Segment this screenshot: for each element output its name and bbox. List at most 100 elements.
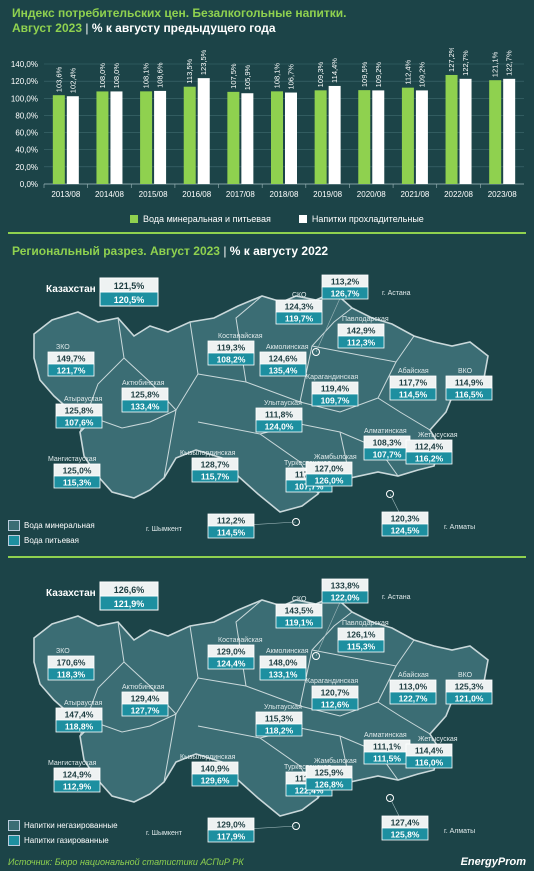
map2-legend-item-1: Напитки негазированные [8, 820, 118, 831]
map2-legend-label-2: Напитки газированные [24, 836, 109, 845]
bar-mineral [227, 91, 240, 184]
region-value-1: 112,4% [415, 442, 444, 452]
region-name: Алматинская [364, 428, 407, 435]
section-divider [8, 232, 526, 234]
region-value-2: 115,3% [347, 642, 376, 652]
region-value-1: 129,4% [131, 694, 160, 704]
region-value-1: 126,1% [347, 630, 376, 640]
region-value-1: 113,2% [331, 277, 360, 287]
kazakhstan-value-1: 126,6% [114, 585, 145, 595]
region-value-2: 125,8% [391, 830, 420, 840]
y-tick-label: 120,0% [11, 77, 38, 86]
x-tick-label: 2019/08 [313, 190, 342, 199]
footer: Источник: Бюро национальной статистики А… [8, 857, 526, 867]
region-value-2: 127,7% [131, 706, 160, 716]
data-label: 121,1% [491, 51, 500, 77]
region-name: Карагандинская [306, 678, 358, 685]
region-border [377, 397, 431, 431]
data-label: 107,5% [229, 63, 238, 89]
region-name: Актюбинская [122, 379, 165, 387]
x-tick-label: 2015/08 [139, 190, 168, 199]
map1-legend-swatch-1 [8, 520, 20, 531]
region-value-1: 149,7% [57, 354, 86, 364]
page-title: Индекс потребительских цен. Безалкогольн… [12, 6, 347, 20]
region-name: г. Шымкент [146, 526, 183, 533]
region-value-2: 124,5% [391, 526, 420, 536]
region-value-1: 120,3% [391, 514, 420, 524]
source-note: Источник: Бюро национальной статистики А… [8, 857, 244, 867]
x-tick-label: 2020/08 [357, 190, 386, 199]
regional-title-rest: % к августу 2022 [229, 244, 329, 258]
x-tick-label: 2023/08 [488, 190, 517, 199]
region-value-2: 118,8% [65, 722, 94, 732]
data-label: 109,5% [360, 61, 369, 87]
region-border [163, 321, 199, 479]
data-label: 103,6% [54, 66, 63, 92]
kazakhstan-value-2: 120,5% [114, 295, 145, 305]
region-value-2: 114,5% [217, 528, 246, 538]
region-value-2: 124,4% [217, 659, 246, 669]
city-marker [386, 794, 394, 802]
region-value-1: 147,4% [65, 710, 94, 720]
region-box-bottom [53, 779, 101, 793]
bar-soft [66, 96, 79, 184]
region-value-1: 115,3% [265, 714, 294, 724]
region-value-1: 125,8% [65, 406, 94, 416]
region-name: Абайская [398, 671, 429, 679]
data-label: 109,2% [417, 62, 426, 88]
region-value-2: 115,3% [63, 478, 92, 488]
regional-map-water: Казахстан 121,5% 120,5% СКО 124,3% 119,7% г. А… [33, 274, 493, 539]
region-box-bottom [47, 363, 95, 377]
region-box-bottom [337, 639, 385, 653]
legend-label-soft: Напитки прохладительные [311, 214, 424, 224]
region-value-2: 109,7% [321, 396, 350, 406]
bar-soft [372, 90, 385, 184]
region-box-bottom [259, 363, 307, 377]
region-name: ВКО [458, 368, 473, 375]
map2-legend-item-2: Напитки газированные [8, 835, 118, 846]
region-value-1: 128,7% [201, 460, 230, 470]
region-value-1: 111,8% [265, 410, 293, 420]
region-name: Жамбылская [314, 453, 357, 461]
region-box-bottom [445, 691, 493, 705]
region-box-bottom [305, 777, 353, 791]
region-name: ЗКО [56, 344, 70, 351]
region-name: г. Алматы [444, 828, 475, 835]
regional-title-divider: | [223, 244, 227, 258]
bar-soft [415, 90, 428, 184]
region-value-1: 111,1% [373, 742, 401, 752]
data-label: 106,7% [287, 64, 296, 90]
bar-mineral [314, 90, 327, 184]
header: Индекс потребительских цен. Безалкогольн… [12, 6, 522, 36]
region-value-2: 112,3% [347, 338, 376, 348]
map2-legend-swatch-1 [8, 820, 20, 831]
bar-mineral [489, 80, 502, 184]
region-box-bottom [255, 723, 303, 737]
region-name: Атырауская [64, 396, 102, 403]
region-border [93, 409, 177, 429]
region-value-1: 129,0% [217, 820, 246, 830]
bar-soft [197, 78, 210, 184]
map1-legend-item-2: Вода питьевая [8, 535, 95, 546]
region-name: Абайская [398, 367, 429, 375]
region-value-1: 142,9% [347, 326, 376, 336]
region-box-bottom [53, 475, 101, 489]
region-value-2: 107,6% [65, 418, 94, 428]
data-label: 123,5% [199, 49, 208, 75]
region-value-2: 108,2% [217, 355, 246, 365]
region-value-1: 125,9% [315, 768, 344, 778]
logo: EnergyProm [461, 856, 526, 868]
y-tick-label: 0,0% [20, 180, 38, 189]
data-label: 113,5% [185, 59, 194, 84]
y-tick-label: 20,0% [15, 163, 38, 172]
region-name: Павлодарская [342, 620, 389, 627]
region-value-2: 107,7% [295, 482, 324, 492]
region-value-1: 124,9% [63, 770, 92, 780]
kazakhstan-box-bottom [99, 291, 159, 307]
region-value-2: 112,9% [63, 782, 92, 792]
region-border [93, 713, 177, 733]
region-value-2: 111,5% [373, 754, 401, 764]
data-label: 108,0% [112, 63, 121, 89]
x-tick-label: 2018/08 [270, 190, 299, 199]
region-box-bottom [259, 667, 307, 681]
